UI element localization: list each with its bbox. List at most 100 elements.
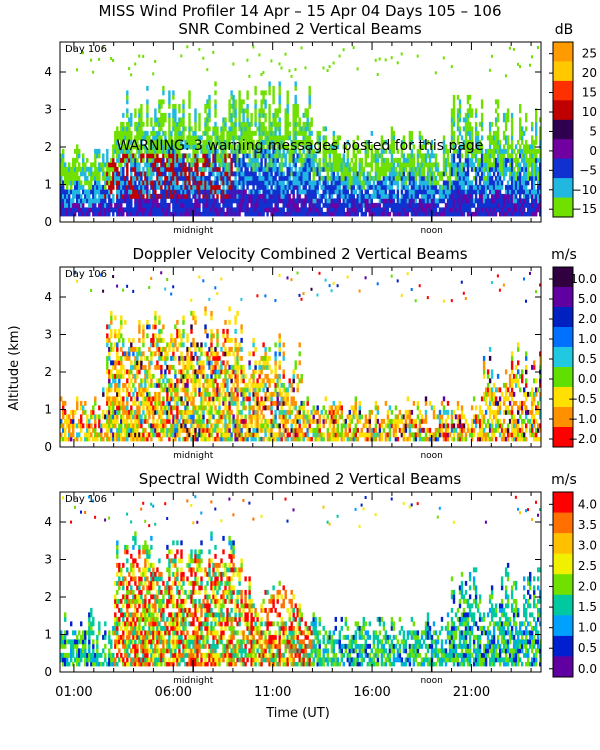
- colorbar-segment: [553, 615, 573, 637]
- y-tick-label: 0: [44, 215, 52, 229]
- ground-gap: [60, 666, 541, 672]
- colorbar-segment: [553, 327, 573, 348]
- colorbar-label: 10.0: [570, 272, 597, 286]
- heatmap: [60, 270, 542, 442]
- colorbar-label: 10: [582, 105, 597, 119]
- colorbar-label: −2.0: [568, 432, 597, 446]
- colorbar-segment: [553, 533, 573, 555]
- heatmap: [60, 495, 542, 667]
- colorbar-segment: [553, 492, 573, 514]
- colorbar-label: 1.0: [578, 621, 597, 635]
- colorbar-label: 1.5: [578, 600, 597, 614]
- y-tick-label: 1: [44, 628, 52, 642]
- colorbar-label: −0.5: [568, 392, 597, 406]
- y-tick-label: 2: [44, 365, 52, 379]
- day-mark-label: midnight: [173, 451, 214, 461]
- ground-gap: [60, 441, 541, 447]
- colorbar-label: −5: [579, 163, 597, 177]
- y-tick-label: 2: [44, 140, 52, 154]
- x-tick-label: 06:00: [155, 685, 192, 700]
- ground-gap: [60, 216, 541, 222]
- colorbar-label: 2.0: [578, 580, 597, 594]
- colorbar-segment: [553, 178, 573, 198]
- colorbar-label: 0.0: [578, 662, 597, 676]
- plot-frame: [59, 266, 542, 448]
- colorbar-segment: [553, 287, 573, 308]
- colorbar-unit: m/s: [551, 472, 577, 488]
- colorbar-label: 0.0: [578, 372, 597, 386]
- y-tick-label: 4: [44, 65, 52, 79]
- day-mark-label: midnight: [173, 226, 214, 236]
- day-mark-label: midnight: [173, 676, 214, 686]
- colorbar-segment: [553, 656, 573, 678]
- y-tick-label: 3: [44, 328, 52, 342]
- panel-1: SNR Combined 2 Vertical Beams dB Day 106 0 1…: [44, 20, 597, 236]
- colorbar-label: 25: [582, 47, 597, 61]
- day-label: Day 106: [65, 494, 107, 505]
- colorbar-segment: [553, 139, 573, 160]
- colorbar-label: 15: [582, 86, 597, 100]
- colorbar-segment: [553, 367, 573, 388]
- y-axis-label: Altitude (km): [7, 325, 22, 410]
- colorbar-label: −15: [572, 202, 597, 216]
- plot-frame: [59, 491, 542, 673]
- y-tick-label: 4: [44, 515, 52, 529]
- colorbar-segment: [553, 407, 573, 428]
- colorbar-segment: [553, 61, 573, 82]
- y-tick-label: 1: [44, 403, 52, 417]
- colorbar-segment: [553, 427, 573, 448]
- x-tick-label: 21:00: [453, 685, 490, 700]
- colorbar-label: 0.5: [578, 352, 597, 366]
- colorbar-segment: [553, 347, 573, 368]
- main-title: MISS Wind Profiler 14 Apr – 15 Apr 04 Da…: [99, 2, 502, 20]
- colorbar-segment: [553, 387, 573, 408]
- colorbar-label: 2.5: [578, 559, 597, 573]
- colorbar-label: 0: [589, 144, 597, 158]
- colorbar-segment: [553, 42, 573, 62]
- colorbar-label: 4.0: [578, 497, 597, 511]
- y-tick-label: 3: [44, 553, 52, 567]
- colorbar-segment: [553, 100, 573, 121]
- colorbar-label: 0.5: [578, 641, 597, 655]
- colorbar-segment: [553, 307, 573, 328]
- colorbar-segment: [553, 635, 573, 657]
- x-axis-label: Time (UT): [265, 706, 330, 721]
- x-tick-label: 01:00: [55, 685, 92, 700]
- panel-title: SNR Combined 2 Vertical Beams: [178, 20, 421, 38]
- colorbar-frame: [552, 266, 574, 448]
- day-mark-label: noon: [420, 451, 442, 461]
- colorbar-label: 1.0: [578, 332, 597, 346]
- panel-2: Doppler Velocity Combined 2 Vertical Bea…: [44, 245, 597, 461]
- plot-frame: [59, 41, 542, 223]
- colorbar-segment: [553, 267, 573, 288]
- colorbar-unit: m/s: [551, 247, 577, 263]
- panel-title: Spectral Width Combined 2 Vertical Beams: [139, 470, 462, 488]
- y-tick-label: 4: [44, 290, 52, 304]
- x-tick-label: 16:00: [353, 685, 390, 700]
- colorbar-label: 3.5: [578, 518, 597, 532]
- colorbar-label: 5.0: [578, 292, 597, 306]
- colorbar-segment: [553, 574, 573, 596]
- colorbar-segment: [553, 80, 573, 101]
- colorbar-segment: [553, 594, 573, 616]
- colorbar-segment: [553, 197, 573, 218]
- colorbar-label: 5: [589, 124, 597, 138]
- warning-text: WARNING: 3 warning messages posted for t…: [117, 138, 484, 154]
- y-tick-label: 2: [44, 590, 52, 604]
- y-tick-label: 3: [44, 103, 52, 117]
- heatmap: [60, 45, 542, 217]
- colorbar-segment: [553, 119, 573, 140]
- colorbar-segment: [553, 553, 573, 575]
- y-tick-label: 0: [44, 665, 52, 679]
- day-label: Day 106: [65, 44, 107, 55]
- panel-3: Spectral Width Combined 2 Vertical Beams…: [44, 470, 597, 700]
- colorbar-label: 3.0: [578, 538, 597, 552]
- day-mark-label: noon: [420, 226, 442, 236]
- colorbar-unit: dB: [555, 22, 574, 38]
- colorbar-segment: [553, 512, 573, 534]
- colorbar-segment: [553, 158, 573, 179]
- colorbar-label: 2.0: [578, 312, 597, 326]
- colorbar-frame: [552, 41, 574, 218]
